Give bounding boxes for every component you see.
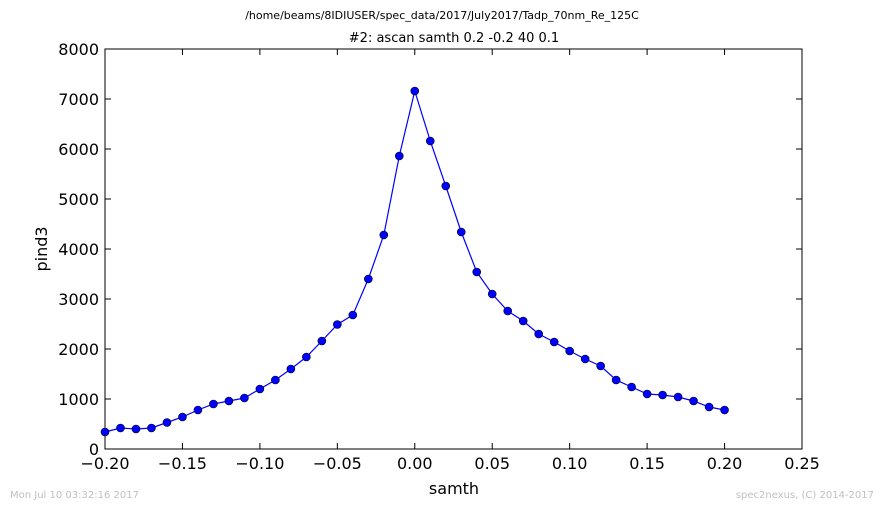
plot-frame [104,48,803,450]
data-point [611,375,621,385]
data-point [487,289,497,299]
data-point [394,151,404,161]
data-point [658,390,667,400]
data-point [255,384,265,394]
data-point [565,346,574,356]
data-point [410,86,420,96]
data-point [549,337,559,347]
data-point [379,230,389,240]
x-tick-label: 0.20 [707,454,743,473]
data-point [286,364,296,374]
series-line [104,88,725,433]
y-axis-label: pind3 [32,226,51,271]
plot-area: −0.20 −0.15 −0.10 −0.05 0.00 0.05 0.10 0.15 0.20… [58,40,820,473]
x-tick-label: −0.05 [313,454,362,473]
y-tick-label: 3000 [58,290,99,309]
data-point [178,412,187,422]
chart-supertitle: /home/beams/8IDIUSER/spec_data/2017/July… [245,9,639,22]
x-tick-label: 0.15 [629,454,665,473]
data-point [364,274,373,284]
footer-timestamp: Mon Jul 10 03:32:16 2017 [10,490,139,501]
data-point [240,393,249,403]
x-tick-label: 0.05 [474,454,510,473]
data-point [689,396,698,406]
footer-credit: spec2nexus, (C) 2014-2017 [736,490,874,501]
x-tick-label: −0.20 [80,454,129,473]
data-point [425,136,435,146]
y-tick-label: 0 [89,440,99,459]
y-tick-label: 4000 [58,240,99,259]
data-point [642,389,652,399]
data-point [193,405,203,415]
data-point [302,352,311,362]
data-point [162,418,172,427]
x-tick-label: −0.10 [235,454,284,473]
data-point [317,336,327,346]
data-point [441,181,451,191]
data-point [472,267,482,277]
x-tick-label: −0.15 [158,454,207,473]
x-axis-label: samth [429,479,479,498]
data-point [271,375,280,385]
y-tick-label: 5000 [58,190,99,209]
y-tick-label: 7000 [58,90,99,109]
data-point [596,361,605,371]
data-point [627,382,636,392]
data-point [456,227,466,237]
data-point [704,402,714,412]
data-point [673,392,683,402]
data-point [333,320,342,329]
y-tick-label: 2000 [58,340,99,359]
data-point [116,423,125,433]
data-point [503,306,513,316]
data-point [534,329,543,339]
data-point [100,427,110,437]
y-tick-label: 8000 [58,40,99,59]
x-tick-label: 0.00 [397,454,433,473]
data-point [580,354,590,364]
x-tick-label: 0.10 [552,454,588,473]
data-point [224,396,234,406]
chart-title: #2: ascan samth 0.2 -0.2 40 0.1 [349,31,559,46]
data-point [147,423,156,433]
data-point [518,316,528,326]
data-point [209,399,218,409]
y-tick-label: 1000 [58,390,99,409]
data-point [131,424,141,434]
data-point [720,405,729,415]
data-point [348,310,358,320]
x-tick-label: 0.25 [784,454,820,473]
y-tick-label: 6000 [58,140,99,159]
